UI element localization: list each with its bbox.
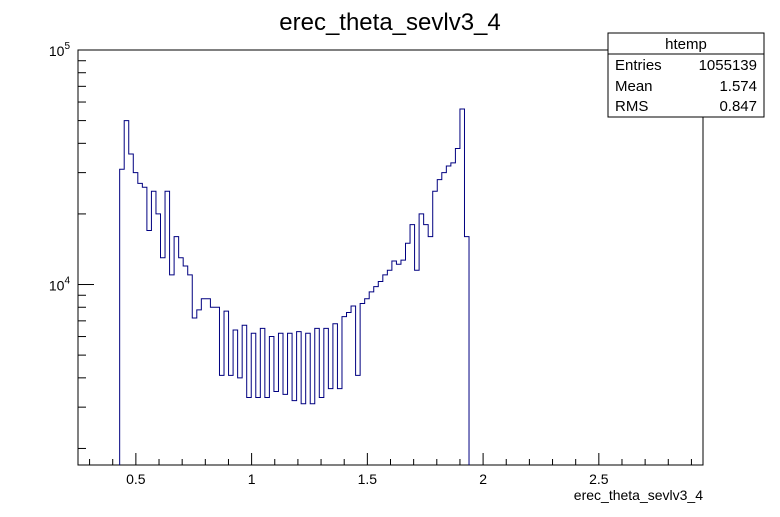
- x-tick-label: 2: [479, 471, 487, 487]
- stats-rms-label: RMS: [615, 98, 648, 115]
- x-tick-label: 1: [248, 471, 256, 487]
- stats-box: htemp Entries 1055139 Mean 1.574 RMS 0.8…: [607, 32, 765, 118]
- x-axis-label: erec_theta_sevlv3_4: [574, 487, 703, 503]
- x-tick-label: 1.5: [358, 471, 378, 487]
- stats-box-title: htemp: [665, 36, 707, 53]
- stats-mean-value: 1.574: [719, 78, 757, 95]
- y-tick-label: 104: [49, 276, 71, 294]
- stats-entries-value: 1055139: [699, 57, 757, 74]
- x-tick-label: 0.5: [126, 471, 146, 487]
- stats-mean-label: Mean: [615, 78, 653, 95]
- axis-ticks: 0.5 1 1.5 2 2.5 104 105: [49, 41, 692, 487]
- x-tick-label: 2.5: [589, 471, 609, 487]
- chart-title: erec_theta_sevlv3_4: [279, 9, 500, 36]
- stats-rms-value: 0.847: [719, 98, 757, 115]
- stats-box-frame: [607, 32, 765, 118]
- histogram-line: [119, 108, 470, 465]
- stats-entries-label: Entries: [615, 57, 662, 74]
- y-tick-label: 105: [49, 41, 71, 59]
